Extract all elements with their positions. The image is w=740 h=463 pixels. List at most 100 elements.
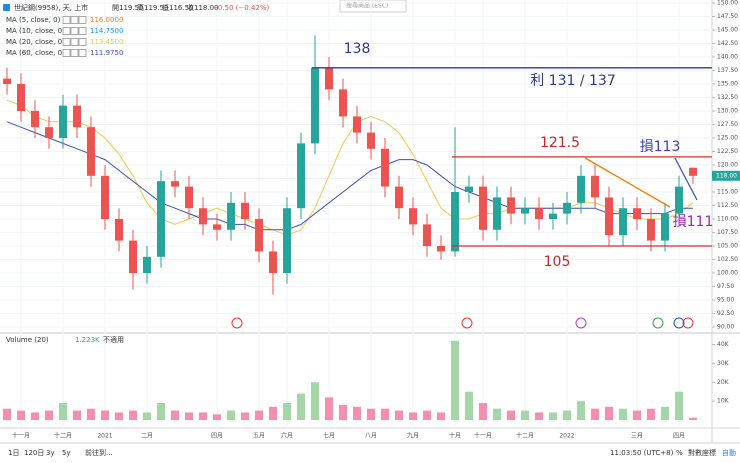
x-tick-label: 九月 <box>407 432 419 440</box>
legend-name: MA (10, close, 0) <box>6 27 65 35</box>
volume-bar <box>521 410 529 420</box>
volume-bar <box>647 408 655 420</box>
volume-bar <box>185 412 193 420</box>
auto-toggle[interactable]: 自動 <box>722 448 736 457</box>
y-tick-label: 105.00 <box>717 243 738 250</box>
candle-body <box>633 208 641 219</box>
event-marker[interactable] <box>231 317 243 329</box>
candle-body <box>465 186 473 192</box>
annotation: 105 <box>544 254 571 270</box>
legend-button[interactable] <box>70 49 79 57</box>
legend-button[interactable] <box>62 16 71 24</box>
volume-bar <box>227 410 235 420</box>
y-tick-label: 147.50 <box>717 13 738 20</box>
x-tick-label: 二月 <box>141 433 153 440</box>
candle-body <box>479 186 487 230</box>
legend-value: 111.9750 <box>90 49 123 57</box>
log-toggle[interactable]: 對數座標 <box>688 448 716 457</box>
candle-body <box>563 202 571 214</box>
candle-body <box>409 208 417 225</box>
legend-button[interactable] <box>62 27 71 35</box>
y-tick-label: 90.00 <box>717 324 734 331</box>
volume-bar <box>479 403 487 420</box>
volume-bar <box>87 408 95 420</box>
legend-button[interactable] <box>78 16 87 24</box>
legend-value: 113.4500 <box>90 38 123 46</box>
candle-body <box>381 148 389 187</box>
y-tick-label: 95.00 <box>717 297 734 304</box>
legend-button[interactable] <box>70 38 79 46</box>
candle-body <box>423 224 431 246</box>
candle-body <box>395 186 403 209</box>
x-tick-label: 十月 <box>449 432 461 440</box>
legend-button[interactable] <box>62 38 71 46</box>
x-tick-label: 四月 <box>211 433 223 440</box>
candle-body <box>311 67 319 144</box>
event-marker[interactable] <box>652 317 664 329</box>
y-tick-label: 102.50 <box>717 256 738 263</box>
legend-button[interactable] <box>62 49 71 57</box>
candle-body <box>199 208 207 225</box>
volume-bar <box>297 393 305 420</box>
volume-bar <box>409 412 417 420</box>
y-tick-label: 127.50 <box>717 121 738 128</box>
candle-body <box>213 224 221 230</box>
legend-button[interactable] <box>70 27 79 35</box>
search-text[interactable]: 搜尋商品 (ESC) <box>346 2 388 10</box>
symbol-icon <box>3 4 10 11</box>
volume-bar <box>339 404 347 420</box>
y-tick-label: 130.00 <box>717 108 738 115</box>
candle-body <box>521 208 529 214</box>
goto[interactable]: 前往到... <box>85 448 113 457</box>
volume-bar <box>17 410 25 420</box>
volume-bar <box>101 410 109 420</box>
volume-bar <box>241 412 249 420</box>
volume-bar <box>269 406 277 420</box>
y-tick-label: 97.50 <box>717 283 734 290</box>
annotation: 138 <box>344 41 371 57</box>
volume-bar <box>423 410 431 420</box>
range-button[interactable]: 1日 <box>8 449 19 457</box>
volume-title: Volume (20) <box>6 336 49 344</box>
volume-bar <box>535 412 543 420</box>
range-button[interactable]: 3y <box>46 449 55 457</box>
volume-bar <box>437 412 445 420</box>
y-tick-label: 140.00 <box>717 54 738 61</box>
symbol: 世紀鋼(9958), 天, 上市 <box>14 3 88 12</box>
candle-body <box>3 78 11 84</box>
volume-bar <box>675 391 683 420</box>
x-tick-label: 十二月 <box>54 432 72 440</box>
candle-body <box>115 219 123 241</box>
legend-button[interactable] <box>70 16 79 24</box>
volume-tick-label: 30K <box>717 360 730 367</box>
y-tick-label: 145.00 <box>717 27 738 34</box>
candle-body <box>171 181 179 187</box>
candle-body <box>689 167 697 176</box>
event-marker[interactable] <box>682 317 694 329</box>
volume-bar <box>143 412 151 420</box>
candle-body <box>297 143 305 209</box>
y-tick-label: 150.00 <box>717 0 738 7</box>
event-marker[interactable] <box>575 317 587 329</box>
clock: 11:03:50 (UTC+8) <box>610 449 674 457</box>
annotation: 損113 <box>640 139 681 155</box>
candle-body <box>255 219 263 252</box>
range-button[interactable]: 5y <box>62 449 71 457</box>
volume-bar <box>283 403 291 420</box>
percent-toggle[interactable]: % <box>676 449 683 457</box>
volume-bar <box>325 397 333 420</box>
range-button[interactable]: 120日 <box>24 449 44 457</box>
legend-button[interactable] <box>78 27 87 35</box>
volume-bar <box>115 412 123 420</box>
event-marker[interactable] <box>461 317 473 329</box>
x-tick-label: 五月 <box>253 433 265 440</box>
x-tick-label: 四月 <box>673 433 685 440</box>
legend-value: 116.0000 <box>90 16 123 24</box>
volume-bar <box>605 406 613 420</box>
legend-button[interactable] <box>78 49 87 57</box>
legend-button[interactable] <box>78 38 87 46</box>
y-tick-label: 135.00 <box>717 81 738 88</box>
event-marker[interactable] <box>673 317 685 329</box>
x-tick-label: 六月 <box>281 432 293 440</box>
